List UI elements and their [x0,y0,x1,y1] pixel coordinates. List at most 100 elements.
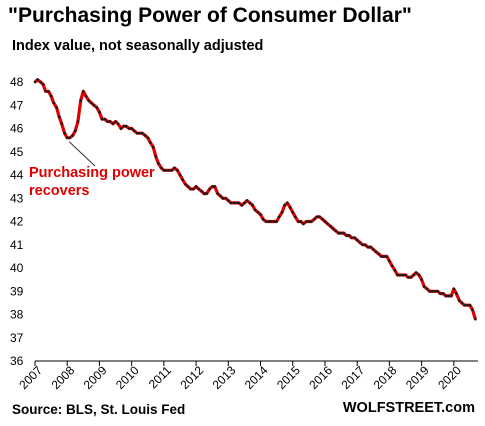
data-point [272,220,276,223]
data-point [55,106,58,109]
x-tick-label: 2014 [242,363,271,392]
data-point [33,80,37,84]
data-point [189,187,192,191]
data-point [100,117,104,121]
data-point [283,203,287,207]
data-point [49,94,53,98]
x-tick-label: 2010 [113,363,142,392]
data-point [162,169,166,172]
data-point [385,255,389,258]
data-point [205,192,208,195]
data-point [460,301,464,305]
x-tick-label: 2012 [177,363,206,392]
data-point [138,131,141,135]
data-point [468,303,472,307]
data-point [176,169,179,172]
data-point [84,94,88,98]
data-point [393,269,397,272]
data-point [143,134,147,137]
data-point [141,131,144,135]
data-point [108,120,112,123]
data-point [326,222,329,226]
data-point [406,276,410,279]
data-point [36,78,39,81]
data-point [248,201,252,205]
data-point [119,127,123,130]
data-point [277,215,281,219]
data-point [92,104,96,107]
data-point [269,220,273,223]
data-point [76,120,80,123]
data-point [57,115,61,119]
data-point [345,234,348,237]
data-point [350,236,354,240]
data-point [390,264,394,268]
data-point [436,290,440,293]
data-point [87,99,91,102]
x-tick-label: 2008 [49,363,78,392]
data-point [267,220,270,223]
data-point [221,197,225,200]
data-point [305,220,308,223]
x-tick-label: 2009 [81,363,110,392]
data-point [170,169,174,172]
data-point [130,127,133,130]
data-point [363,243,367,247]
data-point [401,273,405,277]
data-point [455,292,458,295]
data-point [334,229,337,233]
data-point [63,131,66,135]
data-point [280,210,284,214]
data-point [377,252,381,256]
data-point [471,308,474,312]
data-point [296,220,300,223]
data-point [433,290,437,293]
data-point [291,210,295,214]
data-point [184,183,187,186]
x-tick-label: 2016 [306,363,335,392]
data-point [409,276,413,279]
data-point [275,220,278,223]
data-point [463,303,466,307]
data-point [132,129,136,133]
data-point [422,285,426,288]
data-point [232,201,236,205]
data-point [82,90,85,93]
data-point [447,294,450,298]
data-point [294,215,297,219]
data-point [450,294,453,298]
data-point [44,90,47,93]
data-point [380,255,383,258]
data-point [374,250,378,253]
data-point [323,220,327,223]
data-point [90,101,93,105]
data-point [444,294,448,298]
y-tick-label: 37 [10,331,24,345]
data-point [313,217,316,221]
y-tick-label: 43 [10,191,24,205]
data-point [318,215,321,219]
data-point [339,231,343,235]
data-point [227,199,230,202]
data-point [331,227,335,230]
x-tick-label: 2011 [146,363,174,391]
data-point [213,185,217,188]
x-tick-label: 2020 [435,363,464,392]
y-tick-label: 48 [10,75,24,89]
brand-label: WOLFSTREET.com [342,400,475,416]
data-point [127,127,131,130]
data-point [52,101,55,105]
data-point [65,136,69,140]
x-tick-label: 2015 [274,363,303,392]
data-point [382,255,386,258]
data-point [342,231,346,235]
data-point [417,273,421,277]
y-tick-label: 47 [10,98,24,112]
data-point [240,203,244,207]
data-point [202,192,206,195]
data-point [388,259,391,263]
data-point [237,201,241,205]
annotation-text: recovers [29,183,89,199]
data-point [39,80,42,84]
